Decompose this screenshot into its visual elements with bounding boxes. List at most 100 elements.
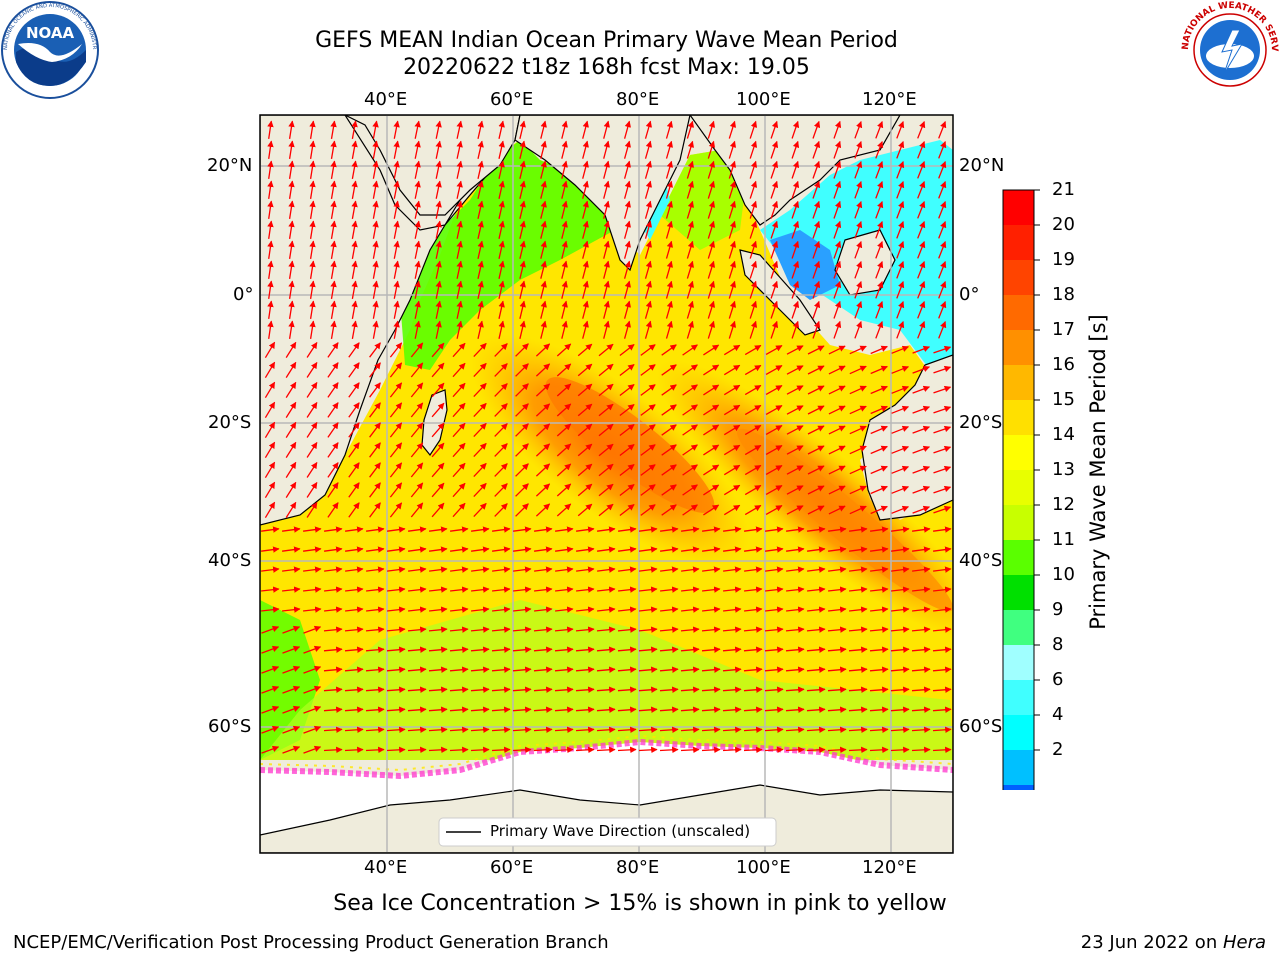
wave-direction-arrow (267, 140, 274, 159)
wave-direction-arrow (597, 546, 616, 553)
wave-direction-arrow (309, 280, 316, 300)
wave-direction-arrow (303, 606, 322, 613)
wave-direction-arrow (372, 140, 379, 159)
wave-direction-arrow (891, 505, 910, 514)
wave-direction-arrow (618, 606, 637, 613)
wave-direction-arrow (498, 240, 505, 259)
wave-direction-arrow (387, 526, 406, 533)
wave-direction-arrow (449, 626, 469, 633)
wave-direction-arrow (702, 546, 721, 553)
wave-direction-arrow (431, 402, 445, 418)
wave-direction-arrow (431, 362, 445, 378)
wave-direction-arrow (386, 726, 406, 734)
wave-direction-arrow (264, 421, 276, 439)
wave-direction-arrow (617, 726, 637, 734)
wave-direction-arrow (494, 463, 508, 477)
wave-direction-arrow (540, 120, 547, 139)
wave-direction-arrow (261, 645, 280, 654)
wave-direction-arrow (366, 566, 385, 573)
wave-direction-arrow (535, 443, 551, 457)
wave-direction-arrow (456, 120, 463, 139)
wave-direction-arrow (623, 180, 631, 199)
wave-direction-arrow (519, 200, 526, 219)
wave-direction-arrow (728, 160, 737, 179)
wave-direction-arrow (728, 220, 737, 239)
wave-direction-arrow (429, 586, 448, 593)
wave-direction-arrow (323, 726, 343, 734)
wave-direction-arrow (682, 504, 698, 516)
wave-direction-arrow (701, 626, 721, 633)
wave-direction-arrow (389, 442, 403, 458)
wave-direction-arrow (515, 403, 529, 417)
wave-direction-arrow (473, 402, 487, 418)
wave-direction-arrow (324, 606, 343, 613)
wave-direction-arrow (345, 606, 364, 613)
wave-direction-arrow (938, 140, 947, 159)
wave-direction-arrow (765, 505, 783, 515)
wave-direction-arrow (410, 382, 424, 398)
wave-direction-arrow (681, 546, 700, 553)
wave-direction-arrow (369, 422, 381, 438)
wave-direction-arrow (473, 502, 487, 518)
wave-direction-arrow (638, 726, 658, 734)
wave-direction-arrow (303, 745, 322, 754)
wave-direction-arrow (659, 686, 679, 693)
wave-direction-arrow (764, 746, 784, 754)
wave-direction-arrow (786, 405, 804, 415)
wave-direction-arrow (644, 280, 653, 299)
wave-direction-arrow (515, 423, 529, 437)
wave-direction-arrow (512, 706, 532, 713)
wave-direction-arrow (749, 200, 758, 219)
colorbar-title: Primary Wave Mean Period [s] (1086, 314, 1110, 630)
wave-direction-arrow (456, 140, 463, 159)
wave-direction-arrow (369, 462, 381, 478)
colorbar-tick-label: 10 (1052, 564, 1075, 585)
wave-direction-arrow (540, 160, 547, 179)
wave-direction-arrow (896, 280, 905, 299)
colorbar-tick-label: 8 (1052, 634, 1064, 655)
wave-direction-arrow (917, 160, 926, 179)
wave-direction-arrow (515, 443, 529, 457)
wave-direction-arrow (345, 526, 364, 533)
wave-direction-arrow (722, 726, 742, 734)
wave-direction-arrow (386, 666, 406, 673)
wave-direction-arrow (477, 220, 484, 239)
wave-direction-arrow (389, 382, 403, 398)
wave-direction-arrow (435, 200, 442, 219)
wave-direction-arrow (285, 341, 297, 358)
wave-direction-arrow (849, 485, 867, 495)
wave-direction-arrow (639, 546, 658, 553)
wave-direction-arrow (498, 140, 505, 159)
wave-direction-arrow (429, 526, 448, 533)
wave-direction-arrow (309, 300, 316, 320)
wave-direction-arrow (891, 586, 910, 593)
wave-direction-arrow (682, 464, 698, 476)
wave-direction-arrow (686, 320, 695, 339)
wave-direction-arrow (494, 363, 508, 377)
wave-direction-arrow (327, 462, 339, 478)
wave-direction-arrow (477, 120, 484, 139)
wave-direction-arrow (603, 280, 610, 299)
wave-direction-arrow (323, 686, 343, 693)
wave-direction-arrow (833, 180, 842, 199)
wave-direction-arrow (372, 300, 379, 319)
wave-direction-arrow (933, 465, 952, 474)
wave-direction-arrow (743, 646, 763, 653)
wave-direction-arrow (619, 463, 635, 477)
wave-direction-arrow (806, 626, 826, 633)
wave-direction-arrow (348, 342, 360, 358)
wave-direction-arrow (785, 626, 805, 633)
wave-direction-arrow (765, 546, 784, 553)
wave-direction-arrow (540, 180, 547, 199)
wave-direction-arrow (728, 260, 737, 279)
colorbar-segment (1003, 645, 1034, 680)
wave-direction-arrow (389, 342, 403, 358)
wave-direction-arrow (812, 280, 821, 299)
wave-direction-arrow (722, 686, 742, 693)
wave-direction-arrow (288, 220, 295, 240)
wave-direction-arrow (498, 320, 505, 339)
wave-direction-arrow (618, 526, 637, 533)
wave-direction-arrow (366, 526, 385, 533)
wave-direction-arrow (431, 462, 445, 478)
wave-direction-arrow (723, 344, 741, 356)
